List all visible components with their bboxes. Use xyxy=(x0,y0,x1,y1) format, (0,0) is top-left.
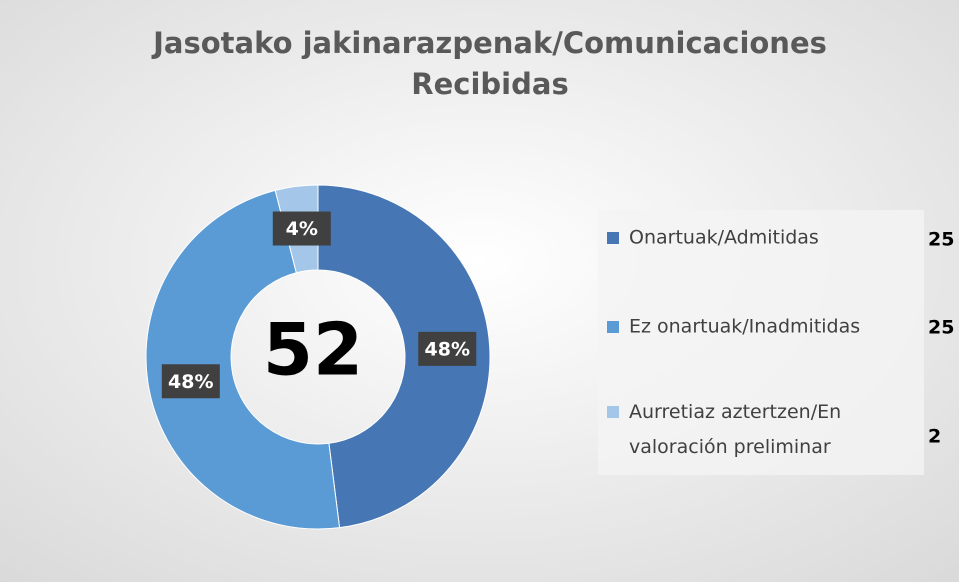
data-label: 4% xyxy=(286,218,318,240)
donut-slice xyxy=(145,189,341,530)
data-label-box xyxy=(161,364,220,399)
legend-label: Onartuak/Admitidas xyxy=(629,227,819,249)
chart-title: Recibidas xyxy=(411,67,568,101)
legend-label: Ez onartuak/Inadmitidas xyxy=(629,316,860,338)
center-total: 52 xyxy=(263,308,363,392)
legend-label-line: Aurretiaz aztertzen/En xyxy=(629,401,841,423)
legend-count: 25 xyxy=(928,317,954,339)
legend-count: 2 xyxy=(928,426,941,448)
data-label-box xyxy=(418,331,477,366)
legend-count: 25 xyxy=(928,229,954,251)
donut-slice xyxy=(317,184,491,529)
data-label: 48% xyxy=(168,371,213,393)
legend-marker xyxy=(607,321,619,333)
legend-label-line: valoración preliminar xyxy=(629,436,831,458)
legend-label: Aurretiaz aztertzen/En valoración prelimi… xyxy=(629,401,841,458)
legend-box xyxy=(598,210,924,475)
data-label-box xyxy=(272,211,331,246)
legend-marker xyxy=(607,406,619,418)
legend-marker xyxy=(607,232,619,244)
chart-title: Jasotako jakinarazpenak/Comunicaciones xyxy=(151,26,827,60)
data-label: 48% xyxy=(425,338,470,360)
